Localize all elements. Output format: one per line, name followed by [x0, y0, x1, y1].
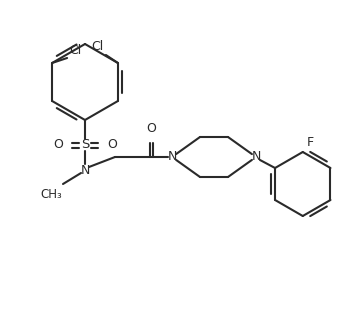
Text: Cl: Cl: [69, 44, 81, 57]
Text: F: F: [307, 136, 314, 149]
Text: N: N: [251, 151, 261, 163]
Text: N: N: [80, 163, 90, 177]
Text: O: O: [107, 138, 117, 151]
Text: N: N: [167, 151, 177, 163]
Text: CH₃: CH₃: [40, 188, 62, 201]
Text: O: O: [146, 122, 156, 135]
Text: O: O: [53, 138, 63, 151]
Text: Cl: Cl: [92, 40, 104, 53]
Text: S: S: [81, 138, 89, 151]
